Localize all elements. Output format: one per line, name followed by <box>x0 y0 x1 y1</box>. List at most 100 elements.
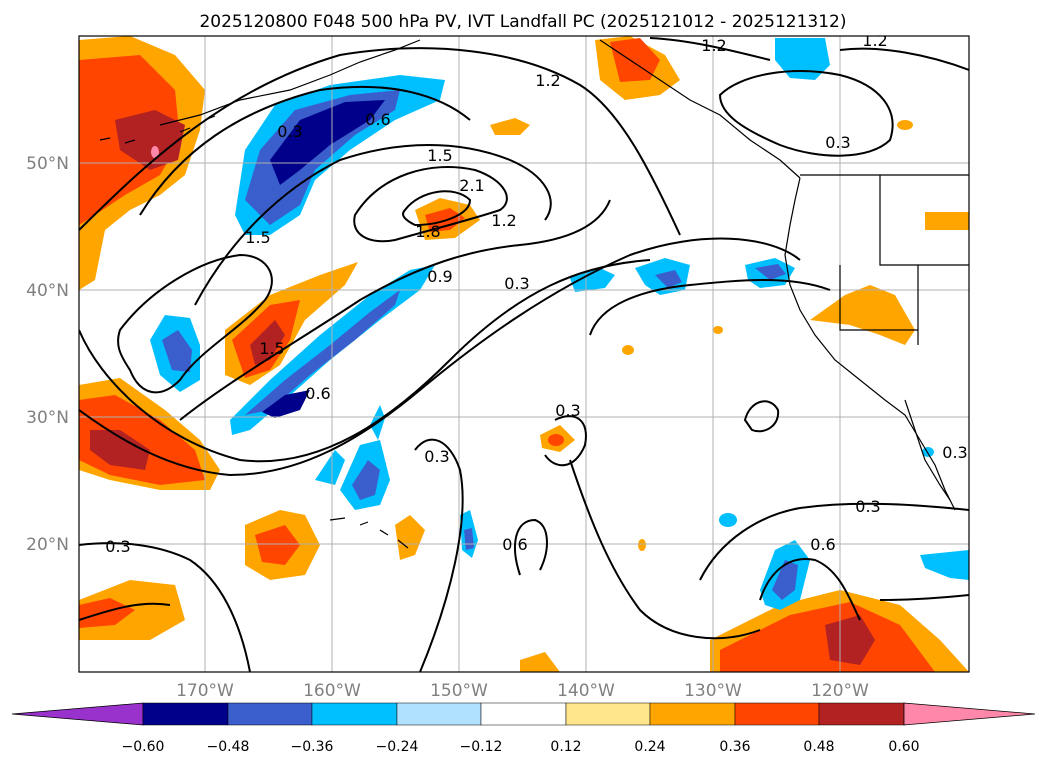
positive-patch-equatorial <box>520 652 560 672</box>
latitude-labels: 50°N 40°N 30°N 20°N <box>26 154 69 555</box>
map-title: 2025120800 F048 500 hPa PV, IVT Landfall… <box>199 12 846 32</box>
gridlines <box>79 36 969 672</box>
negative-patch-gulf-2-core <box>655 270 682 288</box>
lon-label: 150°W <box>430 681 488 701</box>
positive-patch-small-1-core <box>548 434 564 446</box>
positive-patch-small-2 <box>395 515 425 560</box>
colorbar-segment <box>649 702 736 726</box>
colorbar-segment <box>227 702 313 726</box>
colorbar-tick-label: 0.60 <box>888 739 919 755</box>
positive-patch-southeast-max <box>825 615 875 665</box>
contour-label: 0.6 <box>810 535 835 554</box>
negative-patch-small-1 <box>719 513 737 527</box>
positive-patch-small-4 <box>622 345 634 355</box>
contour-label: 1.2 <box>701 36 726 55</box>
negative-patch-jet-core <box>262 390 310 418</box>
hawaii-islands <box>329 517 409 549</box>
positive-patch-small-6 <box>638 539 646 551</box>
positive-patch-southwest-max <box>90 430 150 470</box>
coastlines <box>99 39 969 549</box>
colorbar-tick-label: −0.12 <box>460 739 503 755</box>
contour-label: 0.9 <box>427 267 452 286</box>
colorbar-tick-label: 0.36 <box>719 739 750 755</box>
positive-patch-small-5 <box>713 326 723 334</box>
negative-patch-south-tail <box>315 450 345 485</box>
colorbar: −0.60 −0.48 −0.36 −0.24 −0.12 0.12 0.24 … <box>11 702 1036 755</box>
colorbar-segment <box>565 702 651 726</box>
contour-label: 0.3 <box>504 274 529 293</box>
positive-patch-small-3 <box>897 120 913 130</box>
lon-label: 120°W <box>811 681 869 701</box>
colorbar-tick-label: −0.24 <box>376 739 419 755</box>
alaska-peninsula-coast <box>159 39 421 126</box>
colorbar-tick-label: −0.48 <box>207 739 250 755</box>
contour-label: 1.2 <box>491 211 516 230</box>
aleutian-islands <box>99 115 216 144</box>
contour-label: 1.5 <box>259 339 284 358</box>
contour-label: 0.3 <box>855 497 880 516</box>
contour-label: 0.3 <box>105 537 130 556</box>
negative-patch-jet-mid <box>245 290 400 415</box>
negative-patch-small-2 <box>922 447 934 457</box>
negative-patch-gulf-1 <box>570 268 615 292</box>
contour-label: 0.6 <box>365 110 390 129</box>
contour-label: 1.2 <box>862 31 887 50</box>
pv-contours <box>79 37 969 672</box>
negative-patch-east <box>920 550 969 580</box>
colorbar-tick-label: 0.24 <box>634 739 665 755</box>
negative-patch-northwest-core <box>270 100 385 185</box>
contour-label: 0.6 <box>305 384 330 403</box>
positive-patch-northwest-max <box>115 110 185 170</box>
longitude-labels: 170°W 160°W 150°W 140°W 130°W 120°W <box>176 681 869 701</box>
contour-label: 1.5 <box>245 228 270 247</box>
contour-label: 0.3 <box>942 443 967 462</box>
negative-patch-south-core <box>352 460 380 500</box>
lat-label: 20°N <box>26 535 69 555</box>
negative-pc-shading <box>150 38 969 610</box>
lat-label: 50°N <box>26 154 69 174</box>
map-frame <box>78 35 970 673</box>
negative-patch-southeast-core <box>772 560 798 600</box>
alaska-south-coast <box>599 39 801 179</box>
contour-label: 0.3 <box>825 133 850 152</box>
contour-label: 0.3 <box>277 122 302 141</box>
contour-label: 1.2 <box>535 71 560 90</box>
contour-label: 0.6 <box>502 535 527 554</box>
positive-patch-midlatitude-max <box>250 320 285 365</box>
colorbar-tick-label: 0.12 <box>550 739 581 755</box>
colorbar-under-arrow <box>11 702 144 726</box>
colorbar-segment <box>818 702 905 726</box>
colorbar-tick-label: −0.36 <box>291 739 334 755</box>
north-america-west-coast <box>784 177 956 511</box>
colorbar-segment <box>311 702 398 726</box>
positive-patch-southwest-low-core <box>79 598 135 628</box>
lon-label: 130°W <box>684 681 742 701</box>
us-state-borders <box>839 175 969 345</box>
colorbar-over-arrow <box>903 702 1036 726</box>
contour-label: 2.1 <box>459 176 484 195</box>
lat-label: 40°N <box>26 281 69 301</box>
positive-patch-gulf <box>490 118 530 135</box>
colorbar-tick-label: −0.60 <box>122 739 165 755</box>
lon-label: 140°W <box>557 681 615 701</box>
contour-label: 1.5 <box>427 146 452 165</box>
positive-patch-northwest-peak <box>151 146 159 158</box>
negative-patch-west-core <box>162 330 192 372</box>
contour-label: 0.3 <box>555 401 580 420</box>
negative-patch-north <box>775 38 830 80</box>
colorbar-segment <box>142 702 229 726</box>
contour-label: 0.3 <box>424 447 449 466</box>
positive-patch-subtropical-core <box>255 525 300 565</box>
positive-patch-east-edge <box>925 212 969 230</box>
lon-label: 170°W <box>176 681 234 701</box>
lat-label: 30°N <box>26 408 69 428</box>
colorbar-segment <box>480 702 567 726</box>
lon-label: 160°W <box>303 681 361 701</box>
contour-label: 1.8 <box>415 222 440 241</box>
negative-patch-california-core <box>755 264 786 280</box>
baja-california <box>904 399 951 501</box>
colorbar-segment <box>734 702 820 726</box>
colorbar-tick-label: 0.48 <box>803 739 834 755</box>
contour-labels: 1.2 1.2 1.2 0.3 0.3 0.6 1.5 2.1 1.8 1.2 … <box>105 31 967 556</box>
